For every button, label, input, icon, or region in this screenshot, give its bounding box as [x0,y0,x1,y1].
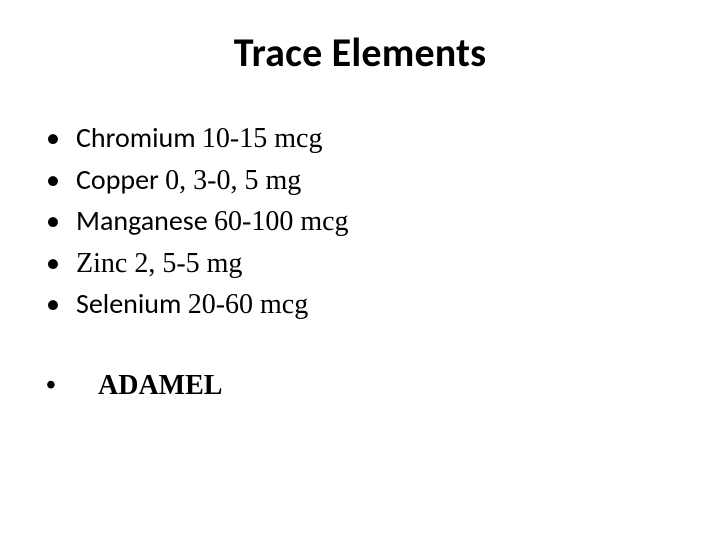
element-value: 0, 3-0, 5 mg [165,165,301,196]
list-item-final: ADAMEL [42,366,662,407]
element-name: Chromium [76,120,202,155]
spacer [42,326,662,366]
bullet-list-final: ADAMEL [42,366,662,407]
list-item: Zinc 2, 5-5 mg [42,243,662,285]
element-value: 2, 5-5 mg [134,248,242,279]
bullet-list: Chromium 10-15 mcg Copper 0, 3-0, 5 mg M… [42,118,662,326]
element-value: 20-60 mcg [188,289,309,320]
element-value: 60-100 mcg [214,206,349,237]
list-item: Manganese 60-100 mcg [42,201,662,243]
list-item: Chromium 10-15 mcg [42,118,662,160]
element-name: Zinc [76,248,134,279]
slide: Trace Elements Chromium 10-15 mcg Copper… [0,0,720,540]
list-item: Copper 0, 3-0, 5 mg [42,160,662,202]
element-value: 10-15 mcg [202,123,323,154]
element-name: Manganese [76,203,214,238]
final-label: ADAMEL [98,370,222,401]
slide-body: Chromium 10-15 mcg Copper 0, 3-0, 5 mg M… [42,118,662,407]
element-name: Copper [76,162,165,197]
element-name: Selenium [76,286,188,321]
list-item: Selenium 20-60 mcg [42,284,662,326]
slide-title: Trace Elements [0,28,720,77]
